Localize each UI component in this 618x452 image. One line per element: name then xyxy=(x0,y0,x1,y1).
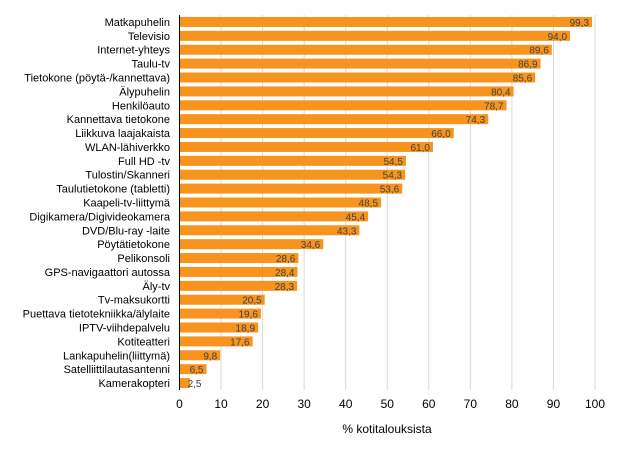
category-label: Liikkuva laajakaista xyxy=(75,128,171,140)
data-label: 61,0 xyxy=(410,143,430,154)
bar xyxy=(179,100,507,111)
data-label: 53,6 xyxy=(380,185,400,196)
bar xyxy=(179,378,190,389)
bar xyxy=(179,253,299,264)
category-label: Full HD -tv xyxy=(118,156,170,168)
bar xyxy=(179,169,406,180)
category-label: Tietokone (pöytä-/kannettava) xyxy=(24,73,170,85)
data-label: 43,3 xyxy=(337,226,357,237)
data-label: 34,6 xyxy=(301,240,321,251)
category-label: Televisio xyxy=(128,31,170,43)
x-tick-label: 10 xyxy=(214,397,228,411)
category-labels: Matkapuhelin Televisio Internet-yhteys Taul… xyxy=(23,17,171,390)
data-label: 28,3 xyxy=(275,282,295,293)
category-label: GPS-navigaattori autossa xyxy=(45,267,171,279)
category-label: Tulostin/Skanneri xyxy=(85,170,170,182)
bar xyxy=(179,16,593,27)
data-label: 74,3 xyxy=(466,115,486,126)
category-label: Henkilöauto xyxy=(112,100,170,112)
x-tick-label: 40 xyxy=(339,397,353,411)
data-label: 19,6 xyxy=(238,310,258,321)
bar xyxy=(179,30,571,41)
data-label: 85,6 xyxy=(513,74,533,85)
category-label: Taulu-tv xyxy=(131,59,170,71)
data-label: 28,6 xyxy=(276,254,296,265)
data-label: 20,5 xyxy=(242,296,262,307)
data-label: 54,3 xyxy=(383,171,403,182)
x-tick-label: 100 xyxy=(585,397,605,411)
category-label: Tv-maksukortti xyxy=(98,295,170,307)
bar xyxy=(179,266,298,277)
x-tick-labels: 0 10 20 30 40 50 60 70 80 90 100 xyxy=(176,397,605,411)
category-label: Internet-yhteys xyxy=(97,45,170,57)
category-label: Äly-tv xyxy=(143,281,171,293)
bar xyxy=(179,225,360,236)
category-label: WLAN-lähiverkko xyxy=(85,142,170,154)
x-tick-label: 70 xyxy=(464,397,478,411)
bar xyxy=(179,308,261,319)
x-tick-label: 0 xyxy=(176,397,183,411)
data-labels: 99,394,0 89,6 86,9 85,680,4 78,7 74,3 66,061,0… xyxy=(188,18,590,390)
data-label: 94,0 xyxy=(548,32,568,43)
bar xyxy=(179,280,298,291)
category-label: Digikamera/Digivideokamera xyxy=(29,211,170,223)
category-label: Pelikonsoli xyxy=(117,253,170,265)
category-label: Satelliittilautasantenni xyxy=(64,364,170,376)
x-axis-label: % kotitalouksista xyxy=(342,422,432,436)
data-label: 99,3 xyxy=(570,18,590,29)
category-label: Kotiteatteri xyxy=(117,336,170,348)
x-tick-label: 90 xyxy=(547,397,561,411)
data-label: 28,4 xyxy=(275,268,295,279)
data-label: 80,4 xyxy=(491,87,511,98)
x-tick-label: 80 xyxy=(505,397,519,411)
data-label: 48,5 xyxy=(359,199,379,210)
bar xyxy=(179,58,541,69)
data-label: 86,9 xyxy=(518,60,538,71)
bar xyxy=(179,155,406,166)
bar xyxy=(179,322,259,333)
bar xyxy=(179,72,536,83)
bar xyxy=(179,86,514,97)
bar xyxy=(179,197,382,208)
bar xyxy=(179,44,552,55)
data-label: 54,5 xyxy=(383,157,403,168)
data-label: 89,6 xyxy=(529,46,549,57)
data-label: 78,7 xyxy=(484,101,504,112)
x-tick-label: 20 xyxy=(256,397,270,411)
category-label: Älypuhelin xyxy=(119,86,170,98)
bar xyxy=(179,336,253,347)
bar xyxy=(179,183,403,194)
data-label: 45,4 xyxy=(346,212,366,223)
x-tick-label: 50 xyxy=(381,397,395,411)
category-label: Puettava tietotekniikka/älylaite xyxy=(23,309,170,321)
category-label: Kannettava tietokone xyxy=(67,114,170,126)
bar xyxy=(179,239,324,250)
bar xyxy=(179,128,454,139)
category-label: Lankapuhelin(liittymä) xyxy=(63,350,170,362)
data-label: 18,9 xyxy=(236,324,256,335)
bar xyxy=(179,294,265,305)
category-label: IPTV-viihdepalvelu xyxy=(79,323,170,335)
data-label: 6,5 xyxy=(190,365,204,376)
data-label: 2,5 xyxy=(188,379,202,390)
category-label: Kaapeli-tv-liittymä xyxy=(83,198,171,210)
category-label: Taulutietokone (tabletti) xyxy=(56,184,170,196)
data-label: 66,0 xyxy=(431,129,451,140)
data-label: 17,6 xyxy=(230,337,250,348)
x-tick-label: 30 xyxy=(297,397,311,411)
category-label: Pöytätietokone xyxy=(97,239,170,251)
bars xyxy=(179,16,593,389)
bar xyxy=(179,364,207,375)
data-label: 9,8 xyxy=(203,351,217,362)
bar xyxy=(179,141,433,152)
category-label: Matkapuhelin xyxy=(105,17,170,29)
bar xyxy=(179,114,489,125)
bar xyxy=(179,350,221,361)
category-label: Kamerakopteri xyxy=(98,378,170,390)
bar xyxy=(179,211,369,222)
x-tick-label: 60 xyxy=(422,397,436,411)
category-label: DVD/Blu-ray -laite xyxy=(82,225,170,237)
